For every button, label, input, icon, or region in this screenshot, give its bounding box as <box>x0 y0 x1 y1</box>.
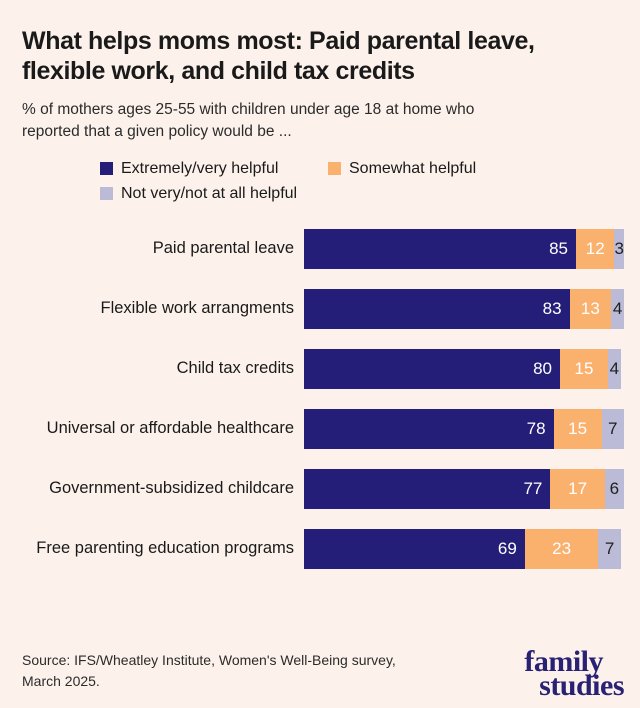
bar-segment-not-very-helpful: 7 <box>601 408 624 449</box>
bar-value-label: 80 <box>533 358 552 378</box>
source-note: Source: IFS/Wheatley Institute, Women's … <box>22 652 396 689</box>
bar-value-label: 7 <box>604 538 615 558</box>
bar-category-label: Government-subsidized childcare <box>49 479 294 498</box>
bar-segment-not-very-helpful: 6 <box>604 468 624 509</box>
bar-row: Universal or affordable healthcare 78 15 7 <box>0 408 640 449</box>
legend: Extremely/very helpful Somewhat helpful … <box>100 160 640 203</box>
bar-value-label: 6 <box>609 478 620 498</box>
bar-value-label: 77 <box>523 478 543 498</box>
bar-segment-somewhat-helpful: 12 <box>576 228 615 269</box>
bar-value-label: 4 <box>609 358 620 378</box>
legend-label: Somewhat helpful <box>349 159 477 177</box>
bar-segment-somewhat-helpful: 17 <box>550 468 605 509</box>
stacked-bar: 78 15 7 <box>304 408 624 449</box>
bar-segment-somewhat-helpful: 15 <box>553 408 602 449</box>
bar-row: Flexible work arrangments 83 13 4 <box>0 288 640 329</box>
bar-value-label: 7 <box>608 418 618 438</box>
bar-row: Free parenting education programs 69 23 7 <box>0 528 640 569</box>
legend-swatch-orange <box>328 162 341 176</box>
legend-item-extremely-very-helpful: Extremely/very helpful <box>100 160 328 178</box>
bar-segment-somewhat-helpful: 13 <box>569 288 612 329</box>
bar-value-label: 69 <box>497 538 517 558</box>
bar-segment-not-very-helpful: 4 <box>608 348 621 389</box>
legend-item-somewhat-helpful: Somewhat helpful <box>328 160 476 178</box>
bar-value-label: 15 <box>574 358 594 378</box>
stacked-bar: 85 12 3 <box>304 228 624 269</box>
bar-row: Child tax credits 80 15 4 <box>0 348 640 389</box>
legend-label: Not very/not at all helpful <box>121 184 298 202</box>
bar-value-label: 4 <box>612 298 623 318</box>
bar-segment-extremely-very-helpful: 77 <box>304 468 551 509</box>
bar-row: Paid parental leave 85 12 3 <box>0 228 640 269</box>
stacked-bar: 77 17 6 <box>304 468 624 509</box>
stacked-bar: 83 13 4 <box>304 288 624 329</box>
legend-label: Extremely/very helpful <box>121 159 279 177</box>
legend-swatch-navy <box>100 162 113 176</box>
bar-value-label: 23 <box>552 538 572 558</box>
legend-swatch-lavender <box>100 187 113 201</box>
bar-segment-extremely-very-helpful: 83 <box>304 288 570 329</box>
bar-segment-extremely-very-helpful: 85 <box>304 228 576 269</box>
chart-title: What helps moms most: Paid parental leav… <box>22 27 535 85</box>
bar-value-label: 85 <box>549 238 568 258</box>
legend-row: Extremely/very helpful Somewhat helpful <box>100 160 640 178</box>
stacked-bar: 69 23 7 <box>304 528 621 569</box>
stacked-bar: 80 15 4 <box>304 348 621 389</box>
bar-value-label: 12 <box>585 238 605 258</box>
bar-value-label: 83 <box>542 298 562 318</box>
bar-value-label: 13 <box>580 298 600 318</box>
family-studies-logo: family studies <box>524 645 624 702</box>
bar-row: Government-subsidized childcare 77 17 6 <box>0 468 640 509</box>
bar-segment-somewhat-helpful: 15 <box>560 348 608 389</box>
bar-segment-not-very-helpful: 7 <box>598 528 621 569</box>
bar-category-label: Paid parental leave <box>152 239 294 258</box>
chart-subtitle: % of mothers ages 25-55 with children un… <box>22 101 475 141</box>
bar-value-label: 78 <box>526 418 546 438</box>
bar-value-label: 3 <box>614 238 624 258</box>
stacked-bar-chart: Paid parental leave 85 12 3 Flexible work ar… <box>0 228 640 569</box>
bar-segment-somewhat-helpful: 23 <box>524 528 599 569</box>
bar-segment-extremely-very-helpful: 69 <box>304 528 525 569</box>
bar-segment-extremely-very-helpful: 78 <box>304 408 554 449</box>
bar-value-label: 17 <box>568 478 588 498</box>
legend-item-not-very-helpful: Not very/not at all helpful <box>100 185 297 203</box>
bar-category-label: Universal or affordable healthcare <box>46 419 294 438</box>
bar-category-label: Flexible work arrangments <box>100 299 295 318</box>
bar-segment-not-very-helpful: 3 <box>614 228 624 269</box>
bar-category-label: Free parenting education programs <box>36 539 294 558</box>
bar-category-label: Child tax credits <box>176 359 294 378</box>
bar-segment-extremely-very-helpful: 80 <box>304 348 560 389</box>
logo-line-family: family <box>524 645 603 678</box>
bar-segment-not-very-helpful: 4 <box>611 288 624 329</box>
logo-line-studies: studies <box>539 669 624 702</box>
legend-row: Not very/not at all helpful <box>100 185 640 203</box>
bar-value-label: 15 <box>568 418 588 438</box>
